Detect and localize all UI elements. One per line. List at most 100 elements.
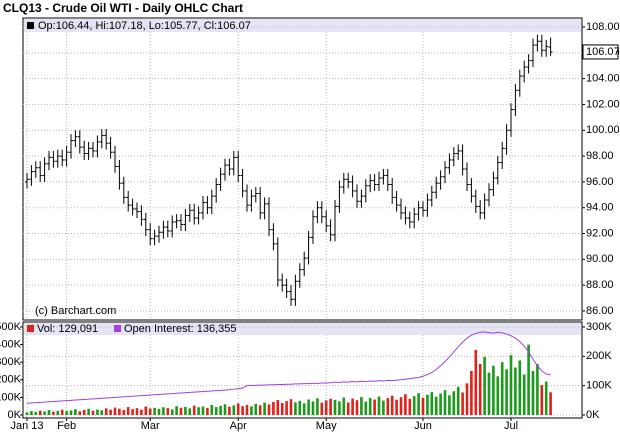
ohlc-legend: Op:106.44, Hi:107.18, Lo:105.77, Cl:106.…: [38, 20, 251, 32]
volume-bar: [390, 395, 394, 415]
volume-bar: [527, 344, 530, 415]
volume-bar: [188, 408, 192, 415]
volume-bar: [536, 363, 539, 415]
volume-bar: [316, 398, 319, 415]
volume-bar: [346, 402, 350, 415]
y-tick-label: 88.00: [586, 279, 614, 291]
legend-swatch: [27, 22, 34, 29]
volume-bar: [333, 399, 337, 415]
volume-bar: [52, 411, 55, 415]
volume-bar: [373, 399, 376, 415]
volume-bar: [518, 360, 522, 415]
legend-swatch: [27, 325, 34, 332]
legend-label: Open Interest: 136,355: [124, 323, 237, 335]
y2-tick-label: 100K: [586, 380, 612, 392]
volume-bar: [439, 393, 442, 415]
volume-bar: [38, 410, 42, 415]
volume-bar: [483, 356, 486, 415]
volume-bar: [153, 407, 156, 415]
volume-bar: [104, 408, 108, 415]
volume-bar: [263, 402, 266, 415]
volume-bar: [206, 407, 209, 415]
volume-bar: [382, 400, 385, 415]
volume-bar: [496, 376, 500, 415]
volume-bar: [82, 409, 86, 415]
volume-bar: [487, 372, 491, 415]
volume-bar: [280, 403, 284, 415]
volume-bar: [60, 409, 64, 415]
volume-bar: [478, 363, 482, 415]
volume-bar: [223, 404, 227, 415]
y-tick-label: 0K: [8, 409, 22, 421]
volume-bar: [201, 406, 205, 415]
last-price-label: 106.07: [586, 46, 620, 58]
volume-bar: [434, 396, 438, 415]
volume-bar: [360, 397, 363, 415]
volume-bar: [272, 401, 275, 415]
x-tick-label: Apr: [230, 420, 247, 432]
y-tick-label: 500K: [0, 321, 22, 333]
volume-bar: [377, 396, 381, 415]
volume-bar: [505, 369, 508, 415]
volume-bar: [294, 402, 297, 415]
legend-label: Vol: 129,091: [37, 323, 98, 335]
volume-bar: [148, 408, 152, 415]
volume-bar: [74, 409, 77, 415]
x-tick-label: Jul: [504, 420, 518, 432]
volume-bar: [456, 386, 460, 415]
volume-bar: [250, 406, 253, 415]
volume-bar: [302, 403, 306, 415]
volume-bar: [355, 400, 359, 415]
volume-bar: [448, 395, 451, 415]
y-tick-label: 108.00: [586, 21, 620, 33]
volume-bar: [122, 410, 126, 415]
volume-bar: [531, 371, 535, 415]
volume-bar: [162, 407, 165, 415]
volume-bar: [157, 408, 161, 415]
volume-bar: [421, 397, 425, 415]
header-strip: [24, 19, 581, 32]
volume-bar: [170, 409, 174, 415]
volume-bar: [320, 402, 324, 415]
volume-bar: [395, 399, 398, 415]
volume-bar: [298, 400, 302, 415]
y-tick-label: 300K: [0, 356, 22, 368]
y-tick-label: 96.00: [586, 176, 614, 188]
volume-bar: [131, 409, 134, 415]
volume-bar: [140, 409, 143, 415]
volume-bar: [351, 398, 354, 415]
x-tick-label: Jan 13: [10, 420, 43, 432]
y-tick-label: 86.00: [586, 305, 614, 317]
volume-bar: [91, 410, 95, 415]
volume-bar: [258, 405, 262, 415]
volume-bar: [549, 392, 552, 415]
y-tick-label: 200K: [0, 374, 22, 386]
volume-bar: [126, 407, 130, 415]
volume-bar: [118, 408, 121, 415]
y-tick-label: 100K: [0, 391, 22, 403]
volume-bar: [219, 405, 222, 415]
volume-bar: [267, 404, 271, 415]
volume-bar: [452, 391, 456, 415]
y-tick-label: 98.00: [586, 150, 614, 162]
volume-bar: [100, 410, 104, 415]
volume-bar: [465, 383, 469, 415]
volume-bar: [254, 403, 258, 415]
volume-bar: [241, 406, 244, 415]
y2-tick-label: 0K: [586, 409, 600, 421]
volume-bar: [544, 381, 548, 415]
volume-bar: [69, 410, 73, 415]
volume-bar: [408, 398, 412, 415]
volume-bar: [245, 404, 249, 415]
volume-bar: [184, 406, 187, 415]
volume-bar: [78, 411, 82, 415]
volume-bar: [30, 411, 33, 415]
y2-tick-label: 300K: [586, 321, 612, 333]
y2-tick-label: 200K: [586, 350, 612, 362]
volume-bar: [412, 396, 416, 415]
volume-bar: [324, 400, 328, 415]
volume-bar: [338, 401, 341, 415]
volume-bar: [311, 401, 315, 415]
volume-bar: [228, 406, 231, 415]
